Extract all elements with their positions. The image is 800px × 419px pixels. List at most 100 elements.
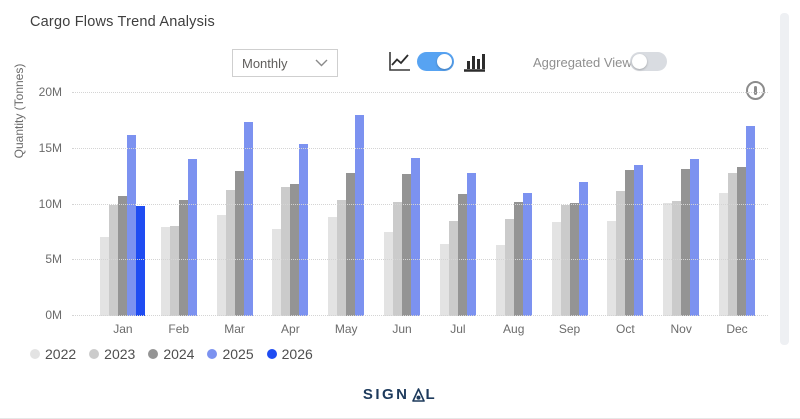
x-tick-label: Jul xyxy=(450,322,466,336)
x-tick-label: Apr xyxy=(281,322,300,336)
bar-2025-jun[interactable] xyxy=(411,157,421,316)
line-chart-icon[interactable] xyxy=(386,49,412,73)
logo-a-glyph xyxy=(411,387,425,402)
bar-2022-mar[interactable] xyxy=(216,214,226,316)
bar-2024-jul[interactable] xyxy=(457,194,467,316)
gridline xyxy=(72,315,768,316)
bar-2026-jan[interactable] xyxy=(136,205,146,316)
bar-2023-sep[interactable] xyxy=(560,204,570,316)
bar-2024-nov[interactable] xyxy=(681,168,691,316)
toggle-knob xyxy=(437,54,452,69)
bar-group-jan xyxy=(95,93,151,316)
bar-2024-feb[interactable] xyxy=(178,200,188,316)
x-axis-labels: Jan Feb Mar Apr May Jun Jul Aug Sep Oct Nov Dec xyxy=(95,322,765,336)
legend-label: 2024 xyxy=(163,346,195,362)
bar-2025-may[interactable] xyxy=(355,115,365,316)
bar-2023-nov[interactable] xyxy=(672,201,682,316)
x-tick-label: Aug xyxy=(503,322,525,336)
bar-2023-jul[interactable] xyxy=(448,221,458,316)
bar-group-may xyxy=(318,93,374,316)
legend-item-2024[interactable]: 2024 xyxy=(148,346,194,362)
x-tick-label: Dec xyxy=(726,322,748,336)
x-tick-label: Jun xyxy=(392,322,412,336)
bar-2022-may[interactable] xyxy=(328,216,338,316)
bar-group-mar xyxy=(207,93,263,316)
x-tick-label: Sep xyxy=(558,322,581,336)
gridline xyxy=(72,203,768,205)
bar-2024-may[interactable] xyxy=(346,173,356,316)
frequency-dropdown[interactable]: Monthly xyxy=(232,49,338,77)
aggregated-view-toggle[interactable] xyxy=(630,52,667,71)
legend-dot xyxy=(266,349,277,359)
bar-2022-jan[interactable] xyxy=(100,236,110,316)
x-tick-label: Oct xyxy=(616,322,635,336)
bar-2023-jan[interactable] xyxy=(109,204,119,316)
bar-2024-aug[interactable] xyxy=(513,202,523,316)
bar-2022-dec[interactable] xyxy=(719,193,729,316)
chart-type-toggle[interactable] xyxy=(417,52,454,71)
bar-2025-oct[interactable] xyxy=(634,165,644,316)
logo-text-left: SIGN xyxy=(362,386,410,403)
bar-2024-apr[interactable] xyxy=(290,184,300,316)
bar-2022-jun[interactable] xyxy=(384,232,394,316)
y-tick-label: 20M xyxy=(38,85,62,99)
bar-2025-aug[interactable] xyxy=(522,193,532,316)
bar-2023-dec[interactable] xyxy=(728,173,738,316)
y-tick-label: 10M xyxy=(38,196,62,211)
bar-2022-jul[interactable] xyxy=(439,243,449,316)
bar-2022-feb[interactable] xyxy=(160,226,170,316)
gridline xyxy=(72,147,768,149)
bar-2022-apr[interactable] xyxy=(272,229,282,316)
bar-2025-mar[interactable] xyxy=(243,122,253,316)
bar-2023-may[interactable] xyxy=(337,200,347,316)
x-tick-label: May xyxy=(334,322,358,336)
legend-label: 2026 xyxy=(281,346,313,362)
bar-2022-sep[interactable] xyxy=(551,222,561,316)
frequency-selected-value: Monthly xyxy=(242,55,288,71)
legend-label: 2022 xyxy=(45,346,77,362)
legend-item-2023[interactable]: 2023 xyxy=(89,346,135,362)
bar-group-feb xyxy=(151,93,207,316)
bar-2024-jan[interactable] xyxy=(118,195,128,316)
bar-2022-aug[interactable] xyxy=(495,244,505,316)
info-icon[interactable] xyxy=(746,81,765,100)
x-tick-label: Nov xyxy=(670,322,692,336)
bar-2024-mar[interactable] xyxy=(234,171,244,316)
bar-chart-icon[interactable] xyxy=(461,49,487,73)
bar-group-sep xyxy=(542,93,598,316)
vertical-scrollbar[interactable] xyxy=(780,13,789,345)
bar-2025-dec[interactable] xyxy=(746,126,756,316)
bar-2022-oct[interactable] xyxy=(607,221,617,316)
bar-2025-jan[interactable] xyxy=(127,135,137,316)
bar-2025-jul[interactable] xyxy=(466,173,476,316)
toggle-knob xyxy=(632,54,647,69)
legend-item-2022[interactable]: 2022 xyxy=(30,346,76,362)
plot-area xyxy=(72,92,768,316)
bar-2025-sep[interactable] xyxy=(578,182,588,316)
bar-2023-apr[interactable] xyxy=(281,186,291,316)
bar-2023-jun[interactable] xyxy=(393,202,403,316)
bar-2023-oct[interactable] xyxy=(616,191,626,316)
footer: SIGN L xyxy=(0,386,800,403)
gridline xyxy=(72,259,768,261)
bar-2025-apr[interactable] xyxy=(299,144,309,316)
y-tick-label: 0M xyxy=(45,308,62,322)
bar-2023-mar[interactable] xyxy=(225,190,235,316)
bar-group-jul xyxy=(430,93,486,316)
legend-dot xyxy=(30,349,40,359)
bar-2025-feb[interactable] xyxy=(187,158,197,316)
bar-2023-aug[interactable] xyxy=(504,219,514,316)
bar-2024-jun[interactable] xyxy=(402,174,412,316)
bar-2025-nov[interactable] xyxy=(690,158,700,316)
bar-2024-dec[interactable] xyxy=(737,166,747,316)
bar-group-apr xyxy=(262,93,318,316)
bar-group-oct xyxy=(597,93,653,316)
chevron-down-icon xyxy=(315,54,328,72)
legend-item-2026[interactable]: 2026 xyxy=(266,346,313,362)
legend-item-2025[interactable]: 2025 xyxy=(207,346,254,362)
bar-2023-feb[interactable] xyxy=(169,225,179,316)
legend-label: 2023 xyxy=(104,346,136,362)
aggregated-view-label: Aggregated View xyxy=(533,55,632,70)
bar-2024-oct[interactable] xyxy=(625,169,635,316)
legend-label: 2025 xyxy=(222,346,254,362)
